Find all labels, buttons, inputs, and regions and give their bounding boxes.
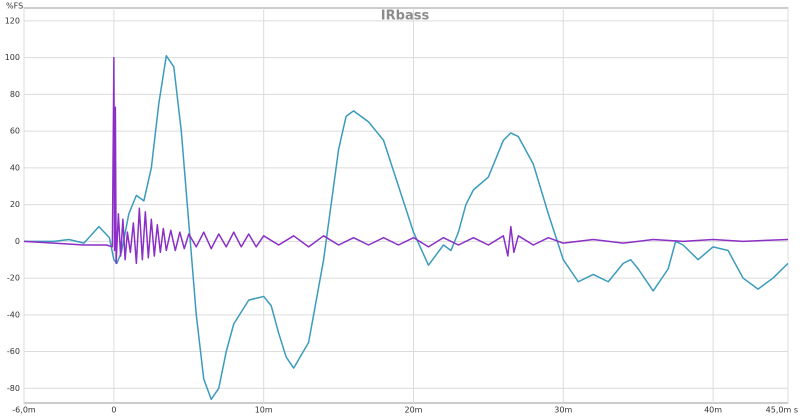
y-tick-label: -40: [7, 310, 20, 319]
series-line: [23, 56, 789, 265]
y-tick-label: -20: [7, 274, 20, 283]
y-tick-label: 40: [10, 163, 20, 172]
x-tick-label: 20m: [404, 406, 422, 415]
y-axis-label: %FS: [6, 2, 23, 11]
series-line: [24, 55, 789, 401]
x-tick-label: 10m: [255, 406, 273, 415]
x-tick-label: 0: [111, 406, 116, 415]
y-tick-label: 100: [5, 53, 20, 62]
plot-area: [23, 7, 789, 404]
y-tick-label: 0: [15, 237, 20, 246]
y-tick-label: 20: [10, 200, 20, 209]
chart-title: IRbass: [381, 9, 430, 24]
x-tick-label: 30m: [554, 406, 572, 415]
y-tick-label: -60: [7, 347, 20, 356]
x-tick-label: 40m: [704, 406, 722, 415]
y-tick-label: 120: [5, 16, 20, 25]
y-tick-label: 60: [10, 127, 20, 136]
x-tick-label: 45,0m s: [766, 406, 798, 415]
x-tick-label: -6,0m: [12, 406, 36, 415]
y-tick-label: 80: [10, 90, 20, 99]
y-tick-label: -80: [7, 384, 20, 393]
